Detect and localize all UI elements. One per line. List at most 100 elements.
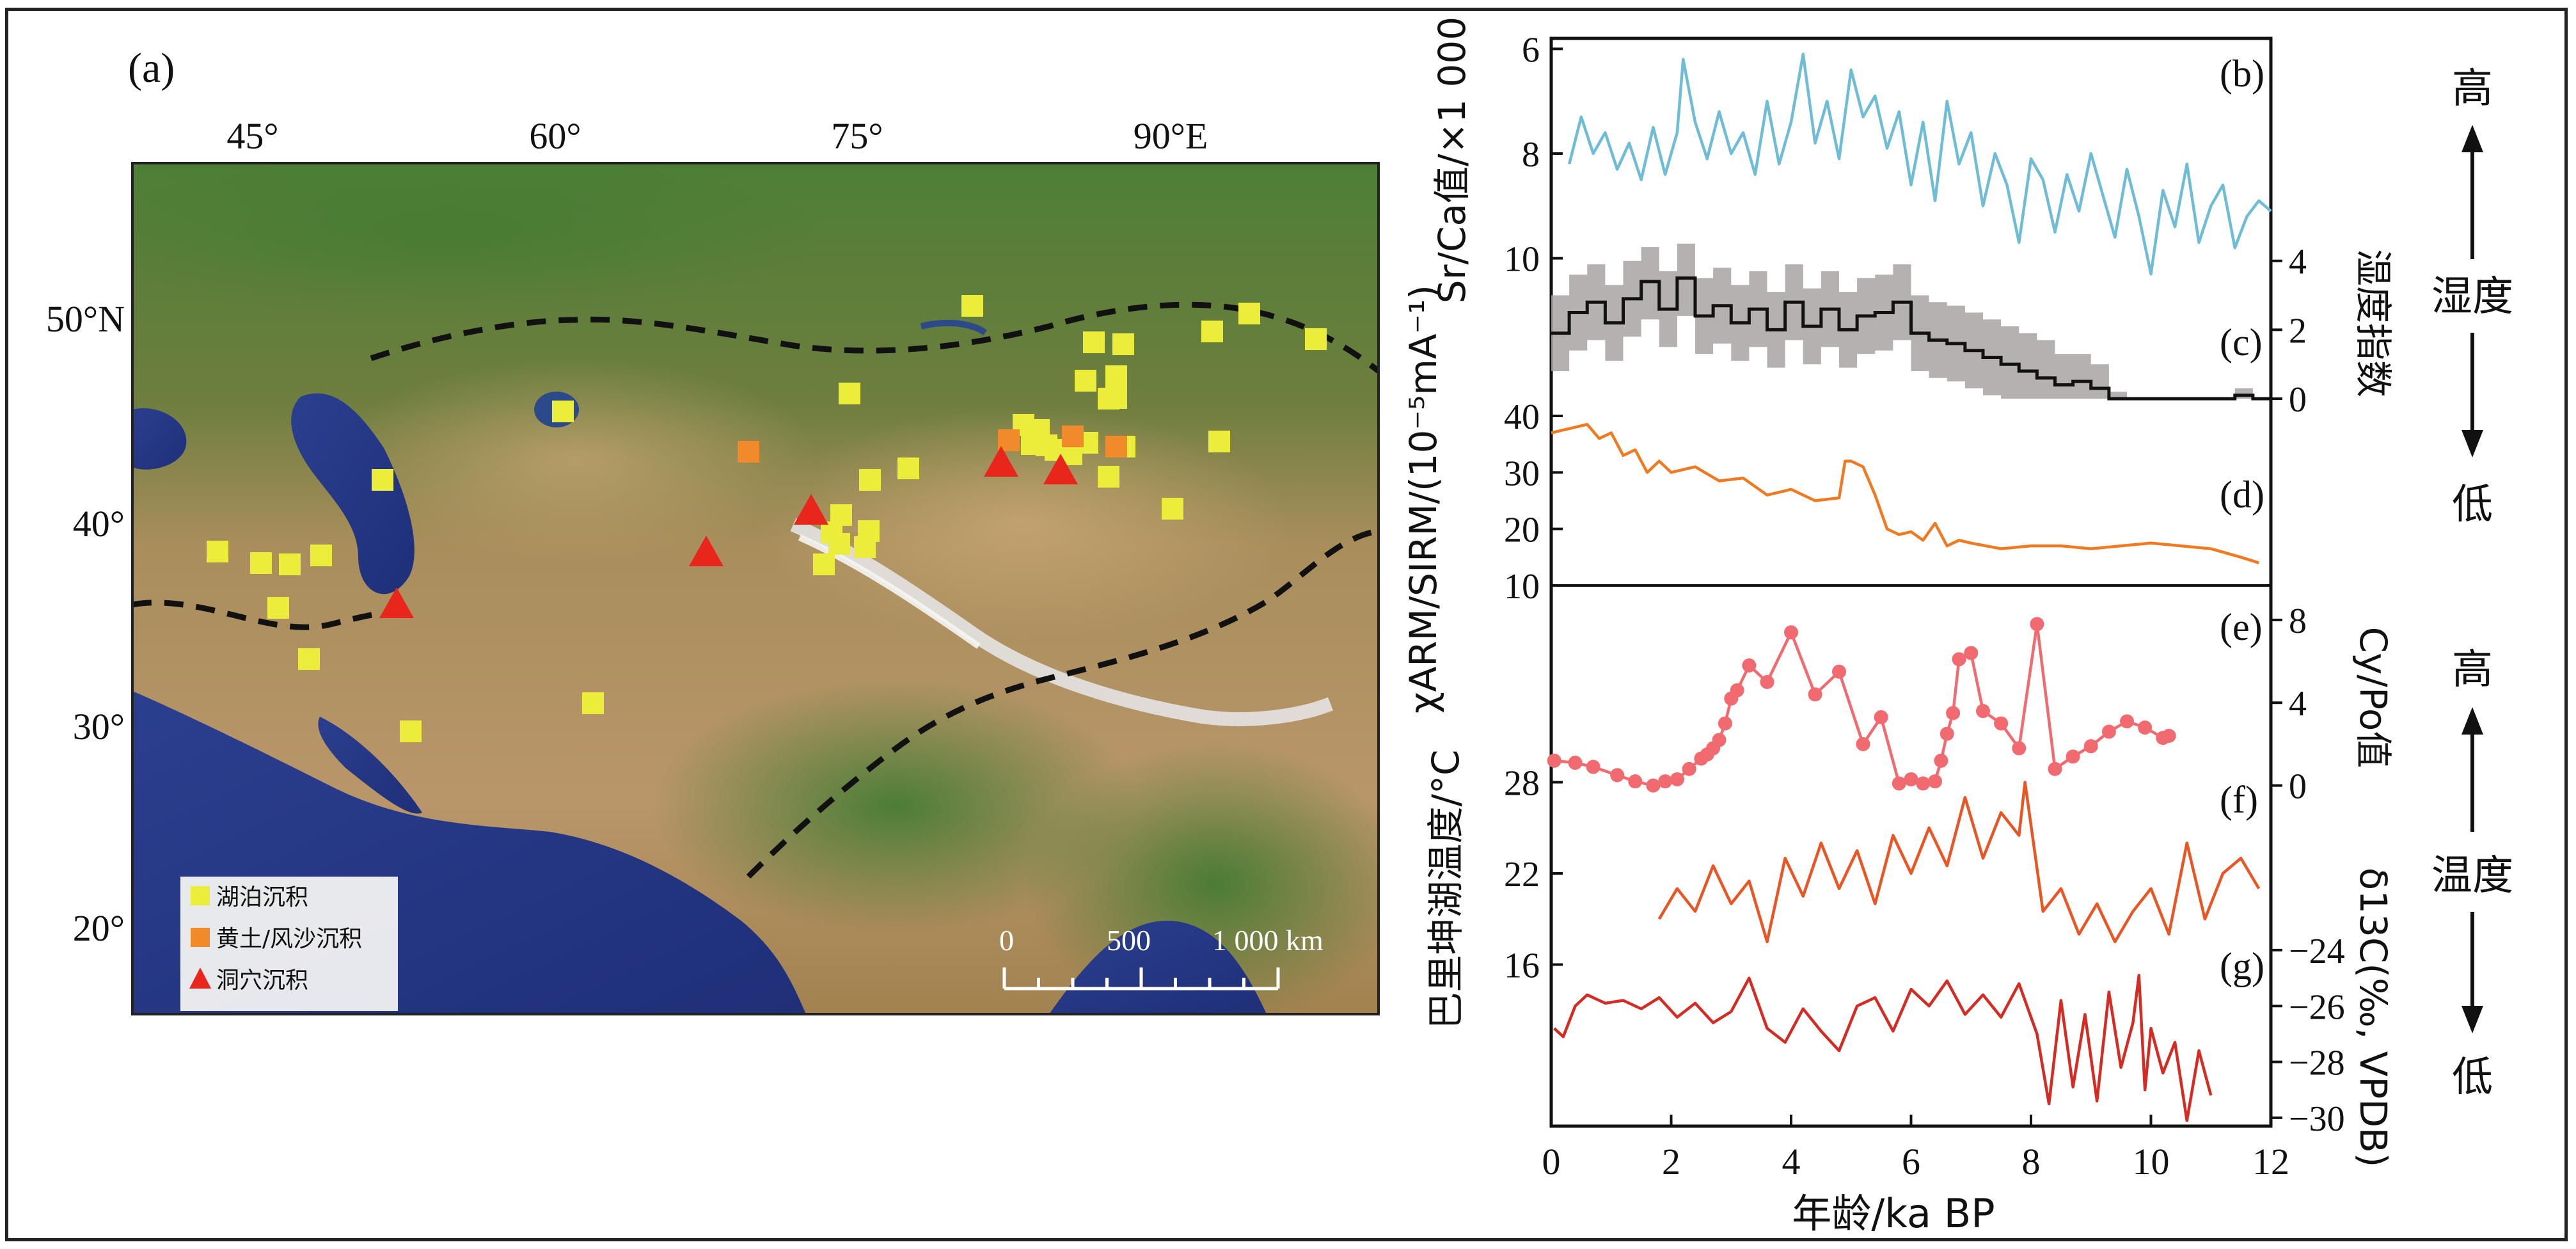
legend-loess-swatch (191, 928, 210, 947)
y-tick-label: 20 (1504, 511, 1540, 550)
data-point (1658, 774, 1673, 789)
lake-site-marker (372, 469, 393, 491)
temperature-low-label: 低 (2452, 1054, 2493, 1101)
scale-bar: 0 500 1 000 km (999, 924, 1324, 990)
panel-label: (g) (2220, 945, 2264, 987)
data-point (2030, 617, 2044, 632)
lake-site-marker (582, 692, 604, 714)
cave-site-marker (1043, 454, 1078, 484)
lake-site-marker (1305, 328, 1327, 350)
x-tick-label: 8 (2022, 1141, 2041, 1182)
lake-site-marker (279, 553, 301, 575)
y-tick-label: 10 (1504, 567, 1540, 607)
panel-label: (d) (2220, 473, 2264, 516)
map-panel-label: (a) (128, 45, 175, 91)
lake-site-marker (1105, 387, 1127, 409)
data-point (1646, 778, 1661, 793)
lake-site-marker (267, 597, 289, 619)
x-tick-label: 10 (2133, 1141, 2170, 1182)
lake-site-marker (1083, 331, 1105, 353)
lake-site-marker (1238, 303, 1260, 324)
lake-site-marker (552, 401, 574, 422)
cave-site-marker (794, 494, 828, 525)
cave-site-marker (689, 536, 723, 566)
lake-site-marker (250, 552, 272, 574)
x-tick-label: 0 (1542, 1141, 1561, 1182)
series-line (1567, 52, 2272, 276)
y-tick-label: 8 (1522, 135, 1540, 175)
series-d (1551, 423, 2259, 564)
x-tick-label: 4 (1782, 1141, 1801, 1182)
map-site-markers (207, 295, 1327, 742)
lat-tick-label: 40° (73, 503, 125, 545)
data-point (1952, 652, 1966, 667)
data-point (1718, 716, 1732, 731)
scale-bar-mid: 500 (1107, 924, 1151, 957)
series-line (1553, 973, 2213, 1122)
scale-bar-zero: 0 (999, 924, 1014, 957)
scale-bar-end: 1 000 km (1212, 924, 1324, 957)
lake-site-marker (1105, 365, 1127, 387)
lake-site-marker (1162, 498, 1183, 520)
lat-tick-label: 30° (73, 706, 125, 747)
y-axis-label: 巴里坤湖温度/°C (1424, 749, 1467, 1029)
data-point (1856, 736, 1870, 751)
data-point (1946, 706, 1961, 720)
lake-site-marker (897, 457, 919, 479)
lake-site-marker (400, 720, 422, 742)
y-tick-label: 2 (2289, 311, 2307, 351)
y-tick-label: 0 (2289, 380, 2307, 420)
lat-tick-label: 20° (73, 907, 125, 949)
data-point (2048, 761, 2062, 776)
panel-label: (e) (2220, 606, 2263, 648)
lake-site-marker (1098, 466, 1119, 488)
data-point (1808, 687, 1822, 702)
data-point (1934, 753, 1948, 768)
humidity-high-label: 高 (2452, 65, 2493, 113)
y-tick-label: 28 (1504, 764, 1540, 804)
chart-frame (1549, 36, 2273, 1128)
lake-site-marker (828, 533, 850, 555)
data-point (1742, 658, 1757, 672)
lake-site-marker (298, 648, 320, 670)
y-axis-c: 0 2 4 (2269, 243, 2307, 420)
x-tick-label: 2 (1662, 1141, 1680, 1182)
data-point (2012, 741, 2027, 756)
y-tick-label: 6 (1522, 30, 1540, 70)
lake-site-marker (1112, 333, 1134, 355)
humidity-indicator: 高 湿度 低 (2431, 65, 2513, 529)
series-line (1551, 423, 2259, 564)
longitude-ticks: 45° 60° 75° 90°E (226, 115, 1208, 157)
data-point (1916, 776, 1931, 791)
legend-loess-label: 黄土/风沙沉积 (216, 926, 362, 952)
data-point (1994, 716, 2009, 731)
y-tick-label: 16 (1504, 946, 1540, 986)
lake-site-marker (1208, 431, 1230, 452)
data-point (2120, 714, 2134, 729)
series-c (1551, 243, 2271, 401)
cave-site-marker (984, 446, 1018, 477)
data-point (1586, 760, 1600, 774)
y-tick-label: 0 (2289, 767, 2307, 807)
x-tick-label: 12 (2252, 1141, 2289, 1182)
y-tick-label: 22 (1504, 855, 1540, 895)
y-tick-label: −28 (2289, 1044, 2345, 1083)
data-point (1928, 774, 1942, 789)
series-f (1657, 781, 2261, 944)
temperature-indicator: 高 温度 低 (2431, 646, 2513, 1101)
x-axis-label: 年龄/ka BP (1792, 1190, 1995, 1237)
y-axis-g: −24 −26 −28 −30 (2269, 932, 2345, 1139)
data-point (1547, 753, 1561, 768)
y-tick-label: 4 (2289, 684, 2307, 724)
data-point (1760, 674, 1774, 689)
data-point (1682, 761, 1696, 776)
panel-label: (c) (2220, 321, 2263, 363)
data-point (1712, 733, 1727, 747)
data-point (1670, 772, 1684, 786)
data-point (2138, 720, 2153, 735)
lon-tick-label: 45° (226, 115, 278, 157)
humidity-low-label: 低 (2452, 481, 2493, 529)
